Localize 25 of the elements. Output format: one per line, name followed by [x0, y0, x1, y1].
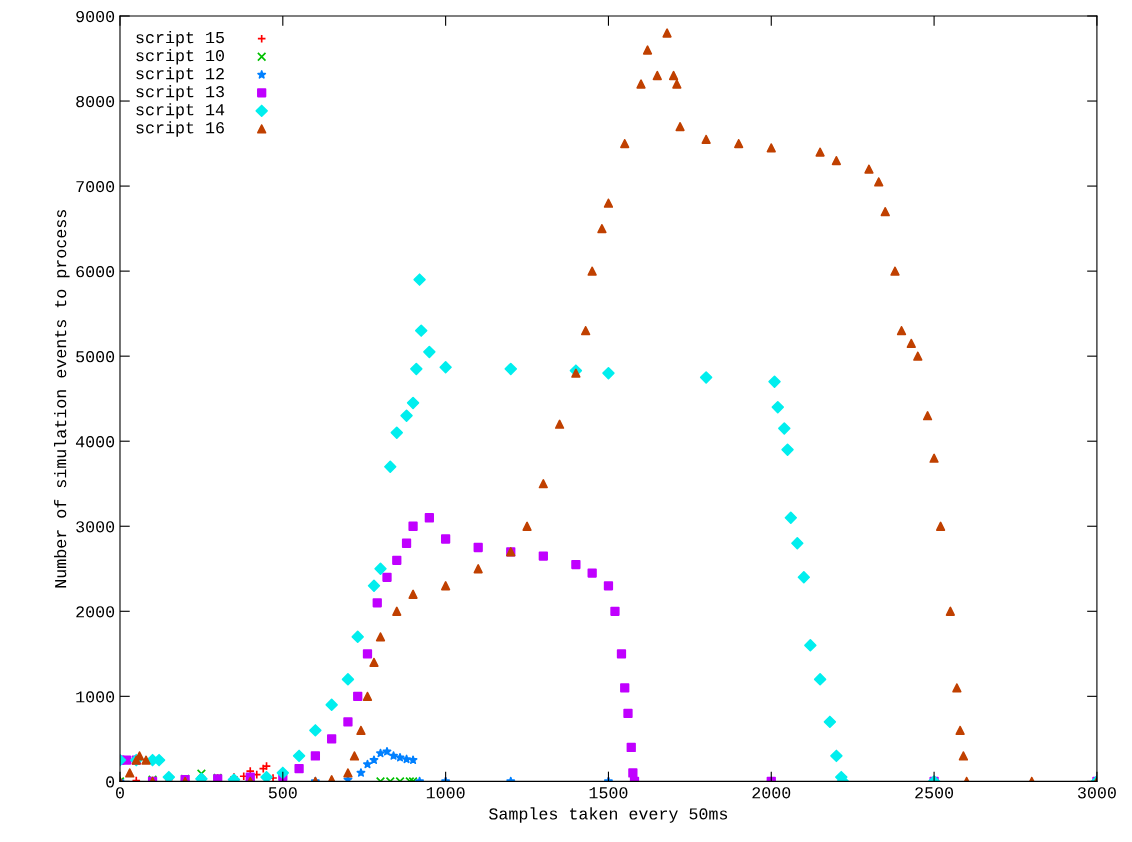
x-tick-label: 2000 [752, 787, 791, 799]
legend-label: script 10 [136, 49, 224, 65]
y-tick-label: 0 [106, 776, 115, 788]
y-tick-label: 6000 [76, 266, 115, 278]
y-tick-label: 7000 [76, 180, 115, 193]
x-tick-label: 3000 [1077, 787, 1116, 799]
legend-label: script 13 [136, 85, 224, 101]
y-tick-label: 3000 [76, 521, 115, 533]
x-tick-label: 1000 [426, 787, 465, 799]
legend-label: script 12 [136, 67, 224, 83]
y-tick-label: 5000 [76, 351, 115, 363]
x-axis-title: Samples taken every 50ms [489, 807, 728, 823]
x-tick-label: 500 [268, 787, 297, 799]
x-tick-label: 0 [116, 787, 124, 799]
y-axis-title: Number of simulation events to process [54, 210, 70, 588]
legend-label: script 16 [136, 121, 224, 137]
y-tick-label: 1000 [76, 691, 115, 703]
y-tick-label: 8000 [76, 95, 115, 108]
y-tick-label: 2000 [76, 606, 115, 618]
x-tick-label: 2500 [915, 787, 954, 799]
y-tick-label: 9000 [76, 10, 115, 23]
legend-label: script 14 [136, 103, 225, 119]
x-tick-label: 1500 [589, 787, 628, 799]
y-tick-label: 4000 [75, 436, 115, 448]
legend-label: script 15 [136, 31, 224, 47]
